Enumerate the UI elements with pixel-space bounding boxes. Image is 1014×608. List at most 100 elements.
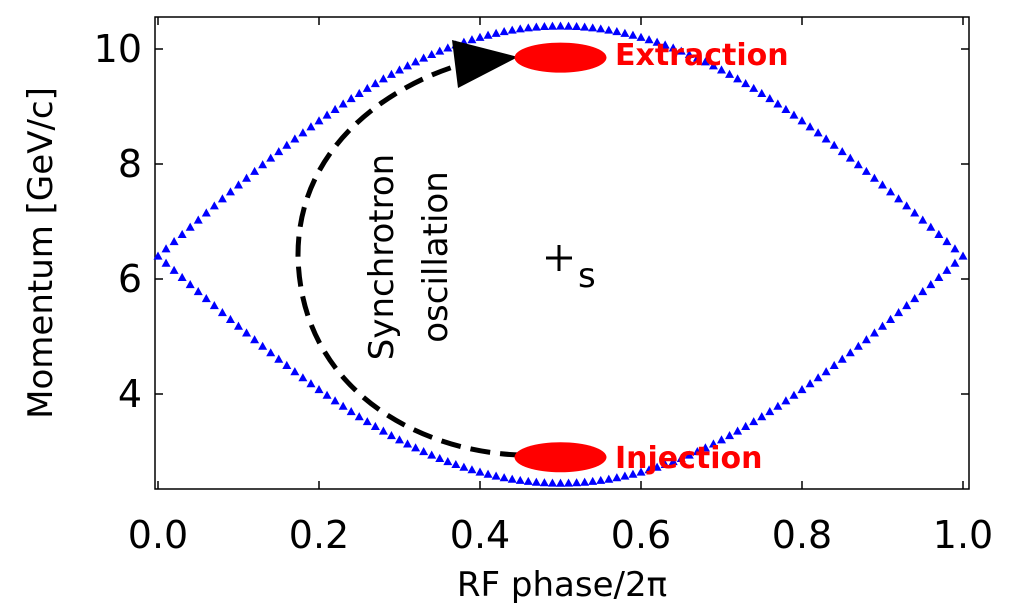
separatrix-point — [741, 421, 751, 430]
separatrix-point — [507, 25, 517, 34]
separatrix-point — [306, 122, 316, 131]
separatrix-point — [749, 83, 759, 92]
separatrix-point — [427, 450, 437, 459]
separatrix-point — [330, 396, 340, 405]
separatrix-point — [419, 446, 429, 456]
separatrix-point — [757, 412, 767, 421]
separatrix-point — [942, 237, 952, 246]
separatrix-point — [741, 78, 751, 88]
separatrix-point — [878, 180, 887, 189]
separatrix-point — [620, 471, 630, 480]
separatrix-point — [765, 94, 775, 103]
separatrix-point — [234, 180, 243, 189]
separatrix-point — [572, 478, 582, 487]
center-label: s — [578, 256, 596, 296]
separatrix-point — [515, 24, 525, 33]
separatrix-point — [491, 471, 501, 480]
extraction-label: Extraction — [615, 38, 789, 73]
separatrix-point — [177, 229, 187, 238]
separatrix-point — [435, 453, 445, 462]
x-tick-label-2: 0.4 — [450, 513, 510, 557]
separatrix-point — [652, 462, 662, 471]
separatrix-point — [225, 314, 235, 323]
separatrix-point — [676, 46, 686, 55]
separatrix-point — [636, 467, 646, 476]
separatrix-point — [282, 360, 292, 370]
injection-label: Injection — [615, 441, 763, 476]
separatrix-point — [386, 430, 396, 440]
separatrix-point — [185, 279, 195, 289]
separatrix-point — [242, 328, 252, 337]
separatrix-point — [853, 160, 863, 169]
separatrix-point — [660, 40, 670, 49]
separatrix-point — [435, 46, 445, 55]
separatrix-point — [378, 74, 388, 83]
separatrix-point — [475, 467, 485, 476]
separatrix-point — [250, 166, 260, 175]
separatrix-point — [725, 69, 735, 78]
separatrix-point — [242, 173, 252, 182]
separatrix-point — [193, 287, 203, 296]
separatrix-point — [427, 49, 437, 59]
separatrix-point — [290, 134, 300, 143]
separatrix-point — [692, 446, 702, 456]
separatrix-point — [749, 417, 759, 426]
separatrix-point — [403, 61, 413, 70]
separatrix-point — [201, 294, 211, 303]
separatrix-point — [942, 265, 952, 274]
separatrix-point — [193, 215, 203, 224]
separatrix-point — [878, 321, 887, 330]
separatrix-point — [250, 335, 260, 344]
separatrix-point — [789, 390, 799, 399]
separatrix-point — [531, 477, 541, 486]
oscillation-arrowhead — [452, 40, 518, 88]
separatrix-point — [459, 462, 469, 471]
separatrix-point — [523, 23, 533, 32]
separatrix-point — [314, 116, 324, 125]
y-tick-label-8: 8 — [118, 142, 142, 186]
separatrix-point — [700, 57, 710, 66]
separatrix-point — [861, 335, 871, 344]
separatrix-point — [660, 459, 670, 469]
separatrix-point — [636, 32, 646, 41]
separatrix-point — [564, 478, 574, 487]
separatrix-point — [950, 244, 960, 253]
separatrix-point — [588, 23, 598, 32]
separatrix-point — [499, 473, 509, 482]
y-tick-label-10: 10 — [94, 27, 142, 71]
separatrix-point — [588, 476, 598, 485]
separatrix-point — [596, 475, 606, 484]
x-tick-label-0: 0.0 — [128, 513, 188, 557]
separatrix-point — [443, 457, 453, 466]
separatrix-point — [378, 426, 388, 435]
separatrix-point — [821, 134, 831, 143]
separatrix-point — [676, 453, 686, 462]
separatrix-point — [604, 25, 614, 34]
separatrix-point — [918, 287, 928, 296]
separatrix-point — [668, 457, 678, 466]
separatrix-point — [797, 385, 807, 394]
separatrix-point — [225, 187, 235, 196]
separatrix-point — [507, 474, 517, 483]
injection-spot — [514, 442, 607, 473]
separatrix-point — [177, 272, 187, 281]
separatrix-point — [580, 477, 590, 486]
separatrix-point — [411, 57, 421, 66]
y-tick-label-6: 6 — [118, 257, 142, 301]
separatrix-point — [185, 222, 195, 231]
separatrix-point — [829, 360, 839, 370]
separatrix-point — [370, 78, 380, 88]
separatrix-point — [491, 28, 501, 37]
separatrix-point — [217, 307, 227, 317]
separatrix-point — [628, 469, 638, 478]
separatrix-point — [910, 294, 920, 303]
separatrix-point — [386, 69, 396, 78]
separatrix-point — [757, 88, 767, 97]
separatrix-point — [926, 222, 936, 231]
separatrix-point — [684, 450, 694, 459]
separatrix-point — [829, 140, 839, 149]
separatrix-point — [411, 443, 421, 452]
separatrix-point — [805, 122, 815, 131]
separatrix-point — [354, 88, 364, 97]
separatrix-point — [370, 421, 380, 430]
